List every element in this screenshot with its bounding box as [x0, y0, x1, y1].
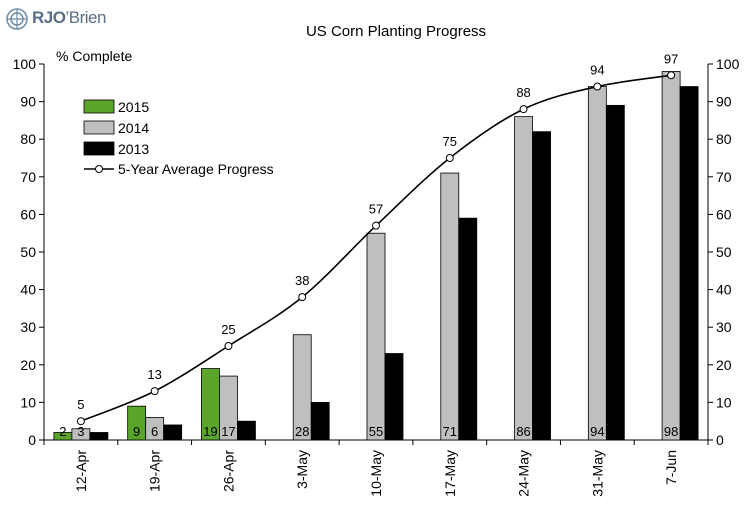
average-point-label: 5 — [77, 397, 84, 412]
bar-2013 — [237, 420, 256, 441]
bar-label-2014: 94 — [590, 424, 604, 439]
bar-2014 — [587, 86, 607, 441]
average-point-label: 97 — [664, 51, 678, 66]
legend-marker-average — [95, 165, 103, 173]
x-category-label: 31-May — [589, 450, 605, 497]
bar-2013 — [532, 131, 551, 441]
average-point-label: 13 — [147, 367, 161, 382]
bar-2013 — [679, 86, 699, 441]
bar-2013 — [384, 353, 404, 441]
bar-2013 — [163, 424, 183, 441]
average-point — [372, 221, 380, 230]
x-category-label: 24-May — [516, 450, 532, 497]
average-point — [150, 387, 159, 396]
legend-label-2013: 2013 — [118, 141, 149, 157]
y-tick-label-right: 0 — [716, 432, 724, 448]
y-tick-label-right: 40 — [716, 282, 732, 298]
y-tick-label-left: 0 — [28, 432, 36, 448]
y-tick-label-left: 80 — [20, 131, 36, 147]
plot-area: 0 0 10 10 20 20 30 30 40 40 50 50 60 60 70 70 80 80 90 90 10… — [13, 51, 740, 496]
legend-label-2015: 2015 — [118, 99, 149, 115]
legend-label-2014: 2014 — [118, 120, 149, 136]
legend-swatch-2013 — [83, 141, 115, 156]
y-axis-label: % Complete — [56, 48, 132, 64]
y-tick-label-left: 100 — [13, 56, 37, 72]
average-point — [667, 71, 676, 80]
chart-title: US Corn Planting Progress — [306, 23, 486, 40]
x-category-label: 7-Jun — [663, 450, 679, 485]
y-tick-label-left: 60 — [20, 206, 36, 222]
bar-2014 — [219, 375, 238, 441]
y-tick-label-right: 10 — [716, 394, 732, 410]
y-tick-label-left: 10 — [20, 394, 36, 410]
x-category-label: 19-Apr — [147, 450, 163, 492]
bar-2013 — [310, 401, 330, 441]
bar-2013 — [458, 217, 478, 441]
legend-label-average: 5-Year Average Progress — [118, 161, 274, 177]
y-tick-label-right: 60 — [716, 206, 732, 222]
average-point — [519, 105, 528, 114]
legend-swatch-2015 — [83, 99, 115, 114]
average-point-label: 88 — [516, 85, 530, 100]
bar-label-2014: 55 — [369, 424, 383, 439]
y-tick-label-right: 90 — [716, 94, 732, 110]
y-tick-label-left: 30 — [20, 319, 36, 335]
y-tick-label-right: 70 — [716, 169, 732, 185]
average-point — [224, 342, 233, 350]
bar-2014 — [366, 232, 386, 441]
x-category-label: 12-Apr — [73, 450, 89, 492]
y-tick-label-right: 30 — [716, 319, 732, 335]
bar-label-2015: 2 — [59, 424, 66, 439]
logo-text-bold: RJO — [32, 8, 66, 27]
y-tick-label-left: 90 — [20, 94, 36, 110]
logo-emblem-icon — [6, 8, 28, 30]
average-point-label: 38 — [295, 273, 309, 288]
bar-label-2014: 17 — [221, 424, 235, 439]
bar-2013 — [605, 104, 625, 441]
y-tick-label-right: 100 — [716, 56, 740, 72]
average-point-label: 57 — [369, 202, 383, 217]
y-tick-label-left: 40 — [20, 282, 36, 298]
bar-2014 — [292, 334, 312, 441]
y-tick-label-right: 80 — [716, 131, 732, 147]
bar-label-2014: 28 — [295, 424, 309, 439]
y-tick-label-left: 70 — [20, 169, 36, 185]
bar-label-2014: 6 — [151, 424, 158, 439]
x-category-label: 26-Apr — [220, 450, 236, 492]
legend-swatch-2014 — [83, 120, 115, 135]
bar-label-2015: 19 — [203, 424, 217, 439]
y-tick-label-right: 20 — [716, 357, 732, 373]
bar-label-2014: 71 — [443, 424, 457, 439]
x-category-label: 17-May — [442, 450, 458, 497]
bar-label-2015: 9 — [133, 424, 140, 439]
rjo-brien-logo: RJO’Brien — [6, 6, 136, 36]
bar-2014 — [514, 116, 533, 441]
bar-label-2014: 3 — [77, 424, 84, 439]
average-point-label: 25 — [221, 322, 235, 337]
average-point — [76, 417, 85, 426]
bar-2014 — [440, 172, 460, 441]
average-point — [593, 82, 602, 91]
x-category-label: 10-May — [368, 450, 384, 497]
logo-wordmark: RJO’Brien — [32, 8, 106, 28]
y-tick-label-right: 50 — [716, 244, 732, 260]
bar-2013 — [89, 432, 109, 441]
bar-2014 — [661, 71, 681, 441]
average-point-label: 94 — [590, 63, 604, 78]
average-point — [298, 293, 307, 302]
average-point — [445, 154, 454, 162]
y-tick-label-left: 50 — [20, 244, 36, 260]
bar-label-2014: 98 — [664, 424, 678, 439]
logo-text-thin: ’Brien — [65, 8, 106, 27]
y-tick-label-left: 20 — [20, 357, 36, 373]
x-category-label: 3-May — [294, 450, 310, 489]
average-point-label: 75 — [443, 134, 457, 149]
bar-label-2014: 86 — [516, 424, 530, 439]
